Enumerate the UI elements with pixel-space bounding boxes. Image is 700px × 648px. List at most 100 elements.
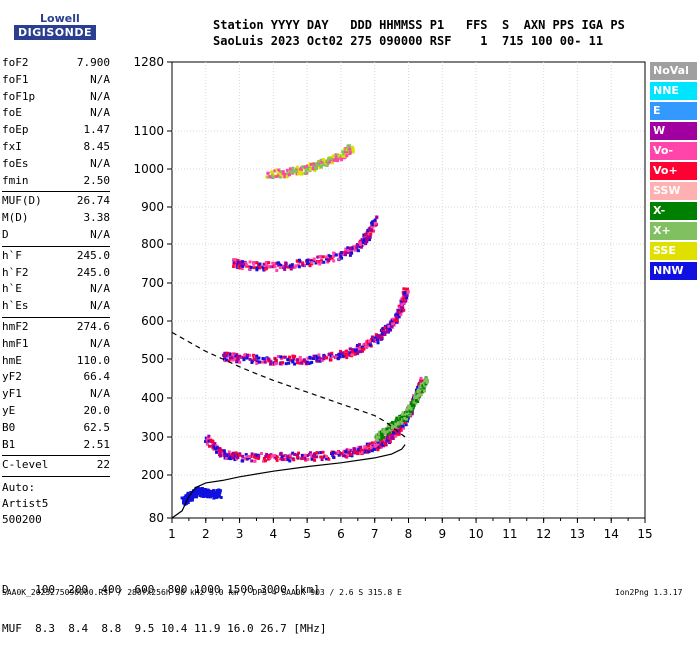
echo-point — [297, 265, 301, 269]
echo-point — [361, 345, 365, 349]
param-value: N/A — [90, 299, 110, 313]
echo-point — [263, 459, 267, 463]
echo-point — [255, 268, 259, 272]
echo-point — [342, 154, 346, 158]
echo-point — [310, 360, 314, 364]
echo-point — [318, 262, 322, 266]
echo-point — [399, 419, 403, 423]
param-label: hmE — [2, 353, 22, 367]
echo-point — [309, 162, 313, 166]
echo-point — [292, 357, 296, 361]
echo-point — [291, 360, 295, 364]
echo-point — [293, 354, 297, 358]
param-row: B0 62.5 — [2, 421, 110, 438]
echo-point — [390, 426, 394, 430]
legend-item: Vo- — [650, 142, 697, 160]
echo-point — [183, 499, 187, 503]
echo-point — [289, 171, 293, 175]
echo-point — [368, 238, 372, 242]
echo-point — [326, 162, 330, 166]
echo-point — [386, 434, 390, 438]
echo-point — [341, 454, 345, 458]
echo-point — [350, 350, 354, 354]
echo-point — [324, 455, 328, 459]
echo-point — [240, 262, 244, 266]
echo-point — [280, 362, 284, 366]
echo-point — [231, 456, 235, 460]
echo-point — [228, 352, 232, 356]
echo-point — [338, 349, 342, 353]
echo-point — [305, 262, 309, 266]
echo-point — [234, 451, 238, 455]
echo-point — [292, 458, 296, 462]
param-row: h`E N/A — [2, 282, 110, 299]
echo-point — [288, 459, 292, 463]
echo-point — [224, 457, 228, 461]
echo-point — [218, 489, 222, 493]
echo-point — [243, 353, 247, 357]
echo-point — [404, 423, 408, 427]
param-row: D N/A — [2, 228, 110, 245]
echo-point — [405, 293, 409, 297]
echo-point — [312, 354, 316, 358]
x-tick-label: 2 — [202, 527, 210, 541]
echo-point — [366, 341, 370, 345]
echo-point — [333, 252, 337, 256]
echo-point — [397, 432, 401, 436]
echo-point — [387, 324, 391, 328]
echo-point — [386, 328, 390, 332]
param-label: foF2 — [2, 56, 29, 69]
echo-point — [336, 159, 340, 163]
echo-point — [283, 172, 287, 176]
echo-point — [340, 251, 344, 255]
echo-point — [331, 154, 335, 158]
echo-point — [276, 172, 280, 176]
x-tick-label: 9 — [438, 527, 446, 541]
echo-point — [340, 452, 344, 456]
echo-point — [384, 328, 388, 332]
echo-point — [337, 453, 341, 457]
echo-point — [267, 357, 271, 361]
echo-point — [404, 412, 408, 416]
echo-point — [210, 492, 214, 496]
echo-point — [407, 411, 411, 415]
echo-point — [381, 429, 385, 433]
echo-point — [318, 163, 322, 167]
echo-point — [261, 266, 265, 270]
echo-point — [227, 359, 231, 363]
echo-point — [330, 351, 334, 355]
param-label: D — [2, 227, 9, 241]
echo-point — [346, 250, 350, 254]
echo-point — [257, 266, 261, 270]
echo-point — [250, 360, 254, 364]
echo-point — [295, 167, 299, 171]
echo-point — [384, 435, 388, 439]
echo-point — [416, 390, 420, 394]
echo-point — [351, 146, 355, 150]
echo-point — [235, 352, 239, 356]
echo-point — [400, 421, 404, 425]
echo-point — [260, 265, 264, 269]
echo-point — [344, 247, 348, 251]
echo-point — [305, 164, 309, 168]
echo-point — [275, 458, 279, 462]
echo-point — [357, 448, 361, 452]
echo-point — [353, 248, 357, 252]
echo-point — [345, 349, 349, 353]
echo-point — [313, 458, 317, 462]
echo-point — [399, 426, 403, 430]
echo-point — [308, 356, 312, 360]
echo-point — [315, 162, 319, 166]
echo-point — [305, 259, 309, 263]
echo-point — [215, 489, 219, 493]
echo-point — [232, 452, 236, 456]
echo-point — [399, 428, 403, 432]
echo-point — [295, 455, 299, 459]
x-tick-label: 15 — [637, 527, 652, 541]
x-tick-label: 13 — [570, 527, 585, 541]
echo-point — [393, 428, 397, 432]
echo-point — [376, 341, 380, 345]
echo-point — [242, 356, 246, 360]
echo-point — [364, 342, 368, 346]
echo-point — [366, 235, 370, 239]
